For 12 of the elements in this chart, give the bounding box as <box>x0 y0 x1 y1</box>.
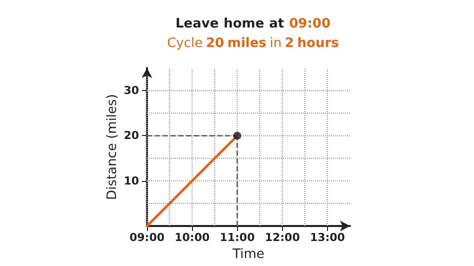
chart-title: Leave home at 09:00 <box>175 16 331 32</box>
y-tick-label: 10 <box>124 174 140 188</box>
x-tick-label: 13:00 <box>310 231 346 244</box>
x-tick-label: 10:00 <box>174 231 210 244</box>
x-tick-label: 09:00 <box>129 231 165 244</box>
x-tick-label: 11:00 <box>220 231 256 244</box>
y-tick-label: 30 <box>124 84 140 98</box>
chart-subtitle: Cycle 20 miles in 2 hours <box>167 36 340 51</box>
y-tick-label: 20 <box>124 129 140 142</box>
x-axis-title: Time <box>232 246 264 262</box>
x-tick-label: 12:00 <box>264 231 300 244</box>
y-axis-title: Distance (miles) <box>105 94 120 200</box>
